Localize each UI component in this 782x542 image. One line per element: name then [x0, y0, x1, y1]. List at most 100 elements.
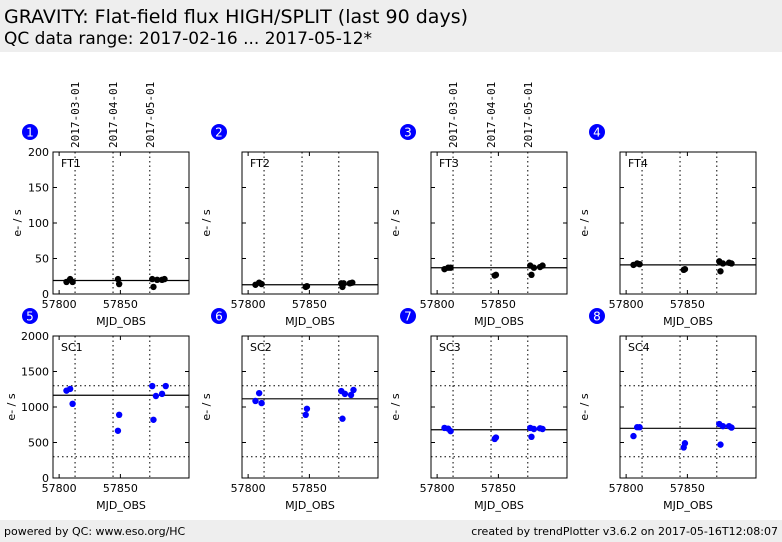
data-point: [341, 390, 349, 398]
y-axis-label: e- / s: [578, 209, 591, 236]
panel-3: 3 2017-03-01 2017-04-01 2017-05-01 57800 5785…: [389, 82, 568, 328]
plot-frame: [241, 151, 379, 295]
x-axis-label: MJD_OBS: [663, 499, 713, 512]
data-point: [492, 271, 500, 279]
panel-2: 2 57800 57850 FT2 MJD_OBS e- / s: [200, 124, 379, 328]
date-marker-label: 2017-04-01: [107, 82, 120, 148]
x-tick-label: 57800: [420, 482, 455, 495]
x-tick-label: 57800: [609, 298, 644, 311]
panel-number: 6: [215, 310, 223, 324]
footer-created: created by trendPlotter v3.6.2 on 2017-0…: [471, 525, 778, 538]
data-point: [255, 389, 263, 397]
data-point: [528, 433, 535, 441]
panel-number-badge: [211, 124, 227, 140]
panel-number-badge: [589, 124, 605, 140]
plot-frame: [619, 151, 757, 295]
data-point: [258, 280, 265, 288]
x-axis-label: MJD_OBS: [285, 315, 335, 328]
data-point: [149, 275, 156, 283]
footer: powered by QC: www.eso.org/HC created by…: [0, 520, 782, 542]
page-title: GRAVITY: Flat-field flux HIGH/SPLIT (las…: [4, 6, 469, 28]
panel-label: SC4: [628, 341, 650, 354]
data-point: [636, 260, 643, 268]
data-point: [350, 386, 357, 394]
data-point: [349, 279, 356, 286]
panel-1: 1 2017-03-01 2017-04-01 2017-05-01 0 50 100 150…: [11, 82, 190, 328]
y-axis-label: e- / s: [389, 209, 402, 236]
panel-number: 4: [593, 126, 601, 140]
panel-number: 3: [404, 126, 412, 140]
panel-number-badge: [22, 124, 38, 140]
panel-6: 6 57800 57850 SC2 MJD_OBS e- / s: [200, 308, 379, 512]
data-point: [719, 422, 727, 430]
data-point: [158, 390, 166, 398]
panel-number-badge: [589, 308, 605, 324]
x-tick-label: 57800: [231, 298, 266, 311]
panel-7: 7 57800 57850 SC3 MJD_OBS e- / s: [389, 308, 568, 512]
data-point: [492, 434, 500, 441]
header: GRAVITY: Flat-field flux HIGH/SPLIT (las…: [0, 0, 782, 52]
data-point: [340, 280, 347, 287]
footer-credit: powered by QC: www.eso.org/HC: [4, 525, 186, 538]
x-tick-label: 57850: [103, 298, 138, 311]
data-point: [528, 271, 535, 279]
x-axis-label: MJD_OBS: [474, 499, 524, 512]
data-point: [728, 424, 735, 431]
x-tick-label: 57850: [670, 298, 705, 311]
x-axis-label: MJD_OBS: [96, 315, 146, 328]
data-point: [150, 416, 157, 423]
data-point: [115, 411, 123, 419]
data-point: [717, 441, 724, 448]
panel-8: 8 57800 57850 SC4 MJD_OBS e- / s: [578, 308, 757, 512]
data-point: [114, 427, 122, 434]
date-marker-label: 2017-05-01: [144, 82, 157, 148]
data-point: [303, 282, 311, 290]
plot-frame: [52, 151, 190, 295]
y-axis-label: e- / s: [11, 209, 24, 236]
date-marker-label: 2017-04-01: [485, 82, 498, 148]
data-point: [69, 278, 76, 286]
panel-label: SC1: [61, 341, 83, 354]
data-point: [150, 283, 157, 291]
data-point: [69, 400, 76, 408]
data-point: [539, 425, 546, 433]
panel-label: FT3: [439, 157, 459, 170]
y-tick-label: 0: [42, 288, 49, 301]
data-point: [252, 397, 259, 405]
y-tick-label: 500: [28, 437, 49, 450]
panel-label: SC2: [250, 341, 272, 354]
data-point: [728, 260, 735, 267]
data-point: [161, 275, 168, 283]
data-point: [162, 382, 169, 390]
panel-label: FT2: [250, 157, 270, 170]
data-point: [530, 264, 538, 271]
panel-number-badge: [400, 124, 416, 140]
x-tick-label: 57800: [42, 482, 77, 495]
y-axis-label: e- / s: [578, 393, 591, 420]
panel-number-badge: [22, 308, 38, 324]
data-point: [530, 425, 538, 433]
panel-number: 7: [404, 310, 412, 324]
data-point: [681, 440, 689, 447]
panel-number: 5: [26, 310, 34, 324]
y-axis-label: e- / s: [5, 393, 18, 420]
data-point: [636, 424, 643, 431]
plot-frame: [430, 151, 568, 295]
x-axis-label: MJD_OBS: [474, 315, 524, 328]
data-point: [303, 405, 311, 412]
data-point: [630, 432, 637, 440]
y-tick-label: 1000: [21, 401, 49, 414]
panel-number-badge: [400, 308, 416, 324]
data-point: [681, 265, 689, 273]
data-point: [302, 411, 309, 419]
date-marker-label: 2017-03-01: [447, 82, 460, 148]
panel-number: 8: [593, 310, 601, 324]
data-point: [717, 268, 724, 275]
data-point: [339, 415, 346, 422]
x-tick-label: 57850: [481, 298, 516, 311]
data-point: [152, 392, 160, 400]
date-marker-label: 2017-05-01: [522, 82, 535, 148]
y-axis-label: e- / s: [200, 209, 213, 236]
x-axis-label: MJD_OBS: [96, 499, 146, 512]
